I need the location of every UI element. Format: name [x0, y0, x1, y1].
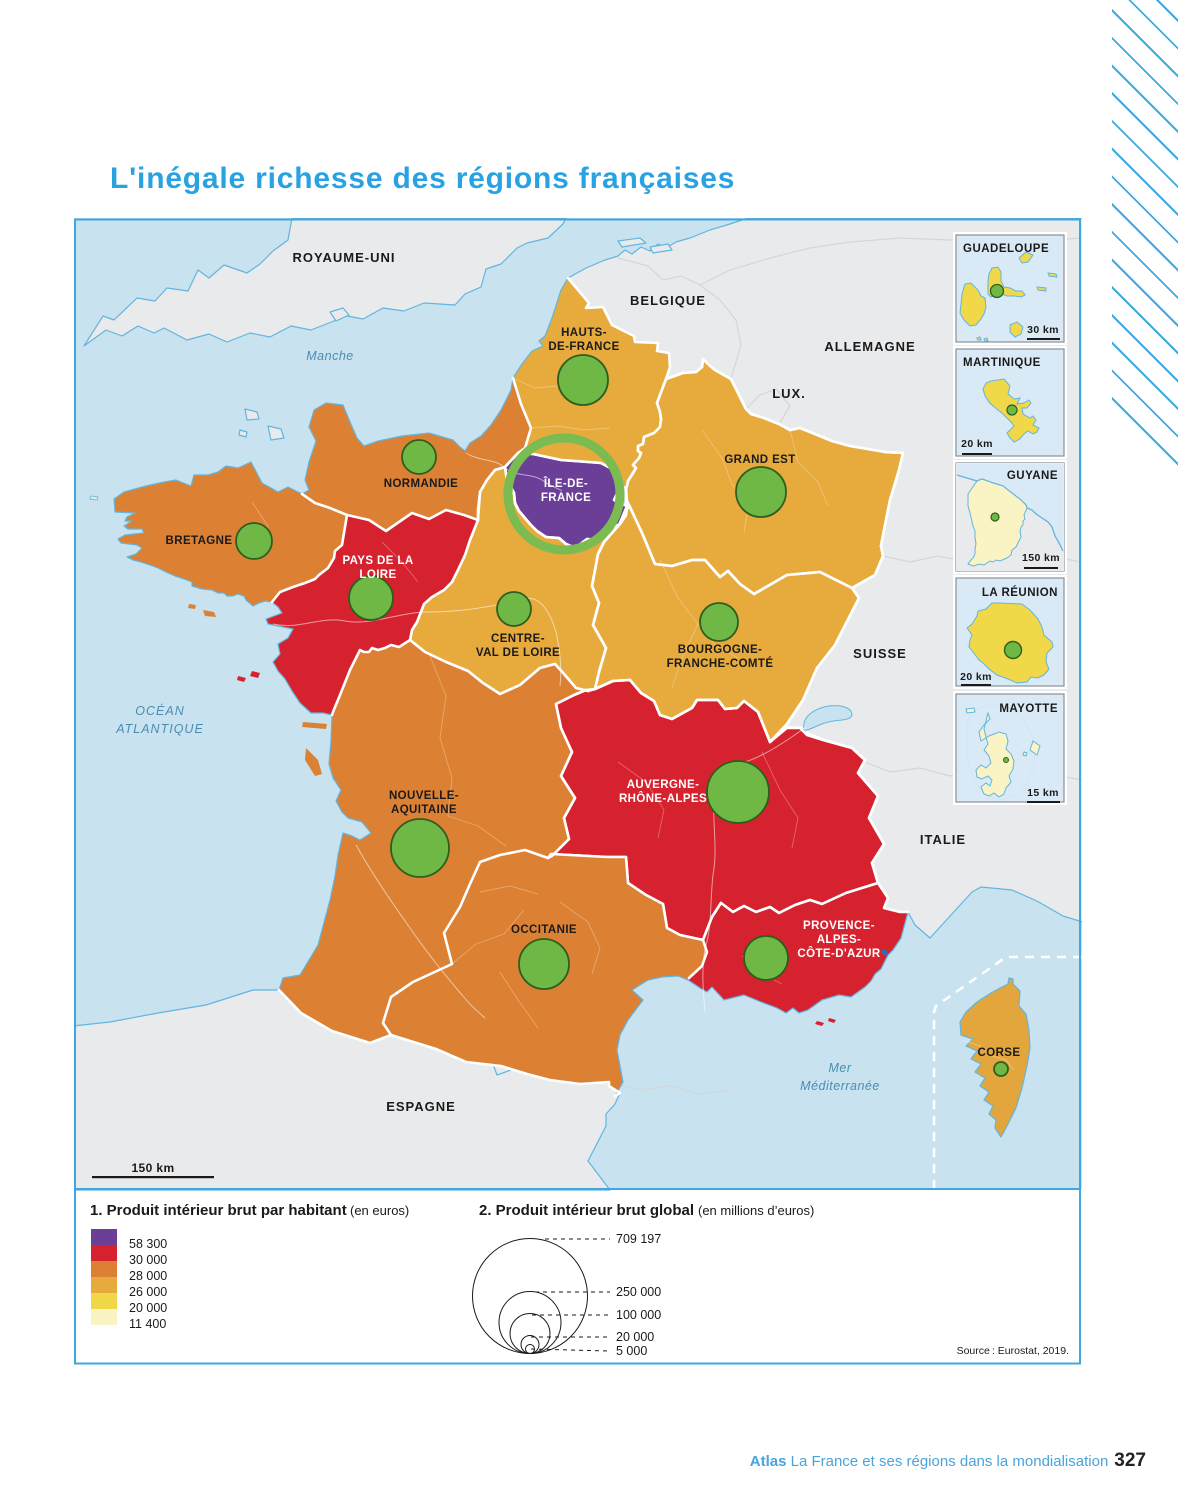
svg-text:MARTINIQUE: MARTINIQUE [963, 357, 1041, 369]
svg-text:Source : Eurostat, 2019.: Source : Eurostat, 2019. [957, 1345, 1069, 1357]
svg-text:CORSE: CORSE [978, 1047, 1021, 1059]
svg-text:20 000: 20 000 [616, 1330, 654, 1344]
svg-text:SUISSE: SUISSE [853, 646, 907, 661]
svg-text:5 000: 5 000 [616, 1344, 647, 1358]
svg-text:BRETAGNE: BRETAGNE [166, 535, 233, 547]
svg-text:150 km: 150 km [1022, 552, 1060, 564]
svg-text:HAUTS-: HAUTS- [561, 327, 607, 339]
svg-text:BOURGOGNE-: BOURGOGNE- [678, 644, 763, 656]
svg-text:LUX.: LUX. [772, 386, 806, 401]
svg-text:Manche: Manche [306, 349, 353, 363]
svg-text:LOIRE: LOIRE [359, 569, 396, 581]
svg-text:FRANCE: FRANCE [541, 492, 591, 504]
svg-text:100 000: 100 000 [616, 1308, 661, 1322]
svg-text:RHÔNE-ALPES: RHÔNE-ALPES [619, 792, 707, 805]
svg-text:20 km: 20 km [961, 438, 993, 450]
svg-text:15 km: 15 km [1027, 787, 1059, 799]
svg-text:PROVENCE-: PROVENCE- [803, 920, 875, 932]
svg-text:150 km: 150 km [131, 1161, 174, 1175]
svg-text:ESPAGNE: ESPAGNE [386, 1099, 456, 1114]
svg-text:Mer: Mer [828, 1061, 851, 1075]
svg-text:ALLEMAGNE: ALLEMAGNE [824, 339, 915, 354]
svg-text:26 000: 26 000 [129, 1285, 167, 1299]
svg-text:28 000: 28 000 [129, 1269, 167, 1283]
svg-text:AQUITAINE: AQUITAINE [391, 804, 457, 816]
svg-text:58 300: 58 300 [129, 1237, 167, 1251]
svg-text:VAL DE LOIRE: VAL DE LOIRE [476, 647, 560, 659]
svg-text:20 km: 20 km [960, 671, 992, 683]
svg-text:20 000: 20 000 [129, 1301, 167, 1315]
svg-text:30 km: 30 km [1027, 324, 1059, 336]
svg-text:(en euros): (en euros) [350, 1203, 409, 1218]
svg-text:CENTRE-: CENTRE- [491, 633, 545, 645]
svg-text:11 400: 11 400 [129, 1317, 166, 1331]
svg-text:OCÉAN: OCÉAN [135, 703, 184, 718]
svg-text:ÎLE-DE-: ÎLE-DE- [543, 477, 588, 490]
svg-text:BELGIQUE: BELGIQUE [630, 293, 706, 308]
svg-text:GRAND EST: GRAND EST [724, 454, 795, 466]
svg-text:250 000: 250 000 [616, 1285, 661, 1299]
svg-text:PAYS DE LA: PAYS DE LA [342, 555, 413, 567]
svg-text:ROYAUME-UNI: ROYAUME-UNI [293, 250, 396, 265]
svg-text:MAYOTTE: MAYOTTE [999, 703, 1058, 715]
svg-text:ALPES-: ALPES- [817, 934, 862, 946]
svg-text:DE-FRANCE: DE-FRANCE [548, 341, 619, 353]
svg-text:Méditerranée: Méditerranée [800, 1079, 880, 1093]
svg-text:LA RÉUNION: LA RÉUNION [982, 586, 1058, 599]
svg-text:FRANCHE-COMTÉ: FRANCHE-COMTÉ [667, 657, 774, 670]
svg-text:30 000: 30 000 [129, 1253, 167, 1267]
svg-text:CÔTE-D'AZUR: CÔTE-D'AZUR [797, 947, 880, 960]
svg-text:GUADELOUPE: GUADELOUPE [963, 243, 1049, 255]
svg-text:GUYANE: GUYANE [1007, 470, 1058, 482]
svg-text:ATLANTIQUE: ATLANTIQUE [115, 722, 204, 736]
svg-text:NORMANDIE: NORMANDIE [384, 478, 459, 490]
svg-text:709 197: 709 197 [616, 1232, 661, 1246]
svg-text:NOUVELLE-: NOUVELLE- [389, 790, 459, 802]
svg-text:ITALIE: ITALIE [920, 832, 966, 847]
svg-text:1. Produit intérieur brut par: 1. Produit intérieur brut par habitant [90, 1202, 347, 1219]
svg-text:2. Produit intérieur brut glob: 2. Produit intérieur brut global [479, 1202, 694, 1219]
svg-text:(en millions d’euros): (en millions d’euros) [698, 1203, 814, 1218]
svg-text:AUVERGNE-: AUVERGNE- [627, 779, 700, 791]
svg-text:OCCITANIE: OCCITANIE [511, 924, 577, 936]
